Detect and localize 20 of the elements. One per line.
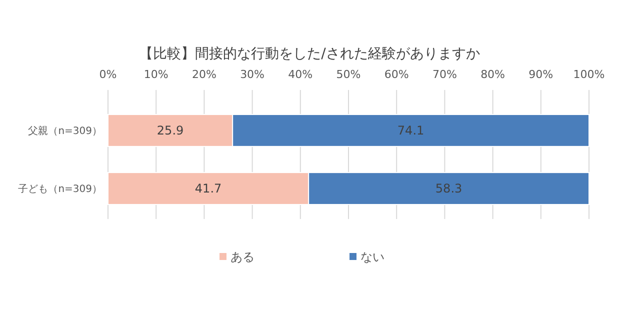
data-label: 58.3 (435, 182, 462, 196)
x-tick-label: 20% (192, 68, 216, 81)
data-label: 41.7 (194, 182, 222, 196)
legend-label: ある (230, 250, 254, 264)
y-tick-label: 父親（n=309） (28, 124, 102, 137)
x-tick-label: 0% (99, 68, 117, 81)
x-tick-label: 60% (384, 68, 409, 81)
x-tick-label: 90% (528, 68, 554, 81)
chart-title: 【比較】間接的な行動をした/された経験がありますか (139, 46, 480, 62)
x-tick-label: 50% (336, 68, 361, 81)
x-tick-label: 30% (240, 68, 265, 81)
x-tick-label: 80% (480, 68, 506, 81)
y-tick-label: 子ども（n=309） (18, 184, 102, 196)
x-tick-label: 70% (432, 68, 457, 81)
legend-label: ない (360, 250, 384, 264)
data-label: 74.1 (397, 124, 424, 138)
x-tick-label: 100% (573, 68, 605, 81)
x-tick-label: 10% (144, 68, 168, 81)
data-label: 25.9 (156, 124, 184, 138)
x-tick-label: 40% (288, 68, 313, 81)
